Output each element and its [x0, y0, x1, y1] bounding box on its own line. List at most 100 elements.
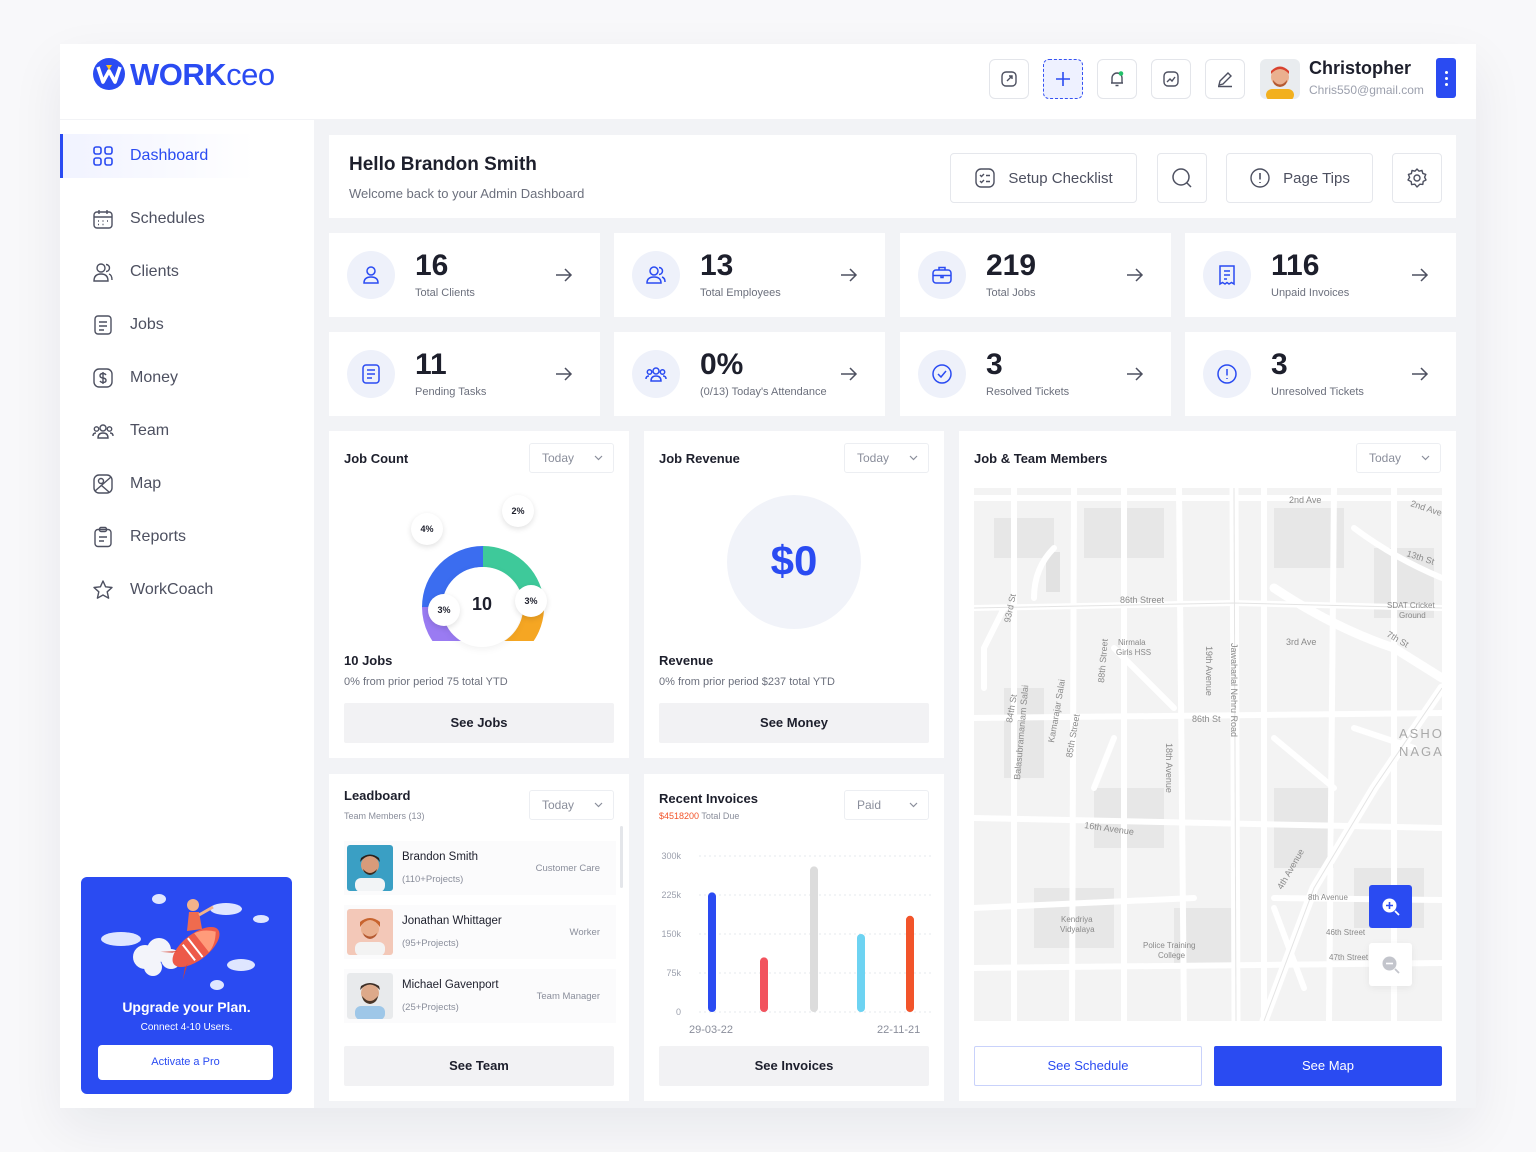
- team-icon: [92, 424, 114, 439]
- stat-card-pending-tasks[interactable]: 11 Pending Tasks: [329, 332, 600, 416]
- sidebar-item-clients[interactable]: Clients: [60, 250, 314, 294]
- user-icon: [347, 251, 395, 299]
- stat-value: 11: [415, 348, 447, 381]
- see-money-button[interactable]: See Money: [659, 703, 929, 743]
- invoices-filter-dropdown[interactable]: Paid: [844, 790, 929, 820]
- stat-label: Resolved Tickets: [986, 386, 1070, 398]
- alert-icon: [1203, 350, 1251, 398]
- chart-bar[interactable]: [810, 866, 818, 1012]
- stat-value: 219: [986, 249, 1037, 282]
- sidebar-item-workcoach[interactable]: WorkCoach: [60, 568, 314, 612]
- notifications-button[interactable]: [1097, 59, 1137, 99]
- bell-icon: [1111, 71, 1124, 87]
- avatar: [347, 845, 393, 891]
- map-label: 19th Avenue: [1204, 646, 1214, 696]
- see-jobs-button[interactable]: See Jobs: [344, 703, 614, 743]
- stat-card-unresolved-tickets[interactable]: 3 Unresolved Tickets: [1185, 332, 1456, 416]
- list-item[interactable]: Jonathan Whittager (95+Projects) Worker: [344, 905, 616, 959]
- chart-bar[interactable]: [906, 915, 914, 1012]
- revenue-circle: [727, 495, 861, 629]
- see-invoices-button[interactable]: See Invoices: [659, 1046, 929, 1086]
- stat-card-total-clients[interactable]: 16 Total Clients: [329, 233, 600, 317]
- map-label: SDAT Cricket: [1387, 601, 1435, 610]
- logo-text: WORKceo: [130, 56, 275, 92]
- settings-button[interactable]: [1392, 153, 1442, 203]
- chart-bar[interactable]: [760, 957, 768, 1012]
- sidebar-item-reports[interactable]: Reports: [60, 515, 314, 559]
- stat-value: 116: [1271, 249, 1320, 282]
- dropdown-value: Today: [857, 451, 890, 465]
- add-button[interactable]: [1043, 59, 1083, 99]
- tasks-icon: [347, 350, 395, 398]
- map-label: 46th Street: [1326, 928, 1366, 937]
- gear-icon: [1407, 168, 1427, 188]
- card-title: Job Count: [344, 451, 409, 466]
- sidebar-item-dashboard[interactable]: Dashboard: [60, 134, 255, 178]
- avatar: [347, 909, 393, 955]
- card-title: Leadboard: [344, 788, 411, 803]
- sidebar-item-money[interactable]: Money: [60, 356, 314, 400]
- avatar[interactable]: [1260, 59, 1300, 99]
- see-team-button[interactable]: See Team: [344, 1046, 614, 1086]
- sidebar-item-jobs[interactable]: Jobs: [60, 303, 314, 347]
- page-title: Hello Brandon Smith: [349, 154, 537, 175]
- map-view[interactable]: 2nd Ave 2nd Ave 13th St 86th Street SDAT…: [974, 488, 1442, 1021]
- sidebar-item-team[interactable]: Team: [60, 409, 314, 453]
- list-item[interactable]: Brandon Smith (110+Projects) Customer Ca…: [344, 841, 616, 895]
- star-icon: [93, 580, 113, 599]
- setup-checklist-button[interactable]: Setup Checklist: [950, 153, 1137, 203]
- member-role: Customer Care: [535, 863, 600, 874]
- dropdown-value: Paid: [857, 798, 882, 812]
- stat-card-resolved-tickets[interactable]: 3 Resolved Tickets: [900, 332, 1171, 416]
- activate-pro-button[interactable]: Activate a Pro: [98, 1045, 273, 1080]
- clipboard-icon: [94, 526, 112, 548]
- map-label: 47th Street: [1329, 953, 1369, 962]
- arrow-right-icon: [1127, 268, 1144, 282]
- zoom-in-button[interactable]: [1369, 885, 1412, 928]
- stat-card-attendance[interactable]: 0% (0/13) Today's Attendance: [614, 332, 885, 416]
- rocket-illustration: [101, 894, 269, 990]
- sidebar-item-schedules[interactable]: Schedules: [60, 197, 314, 241]
- list-item[interactable]: Michael Gavenport (25+Projects) Team Man…: [344, 969, 616, 1023]
- sidebar-item-label: Reports: [130, 528, 187, 545]
- sidebar-item-map[interactable]: Map: [60, 462, 314, 506]
- check-icon: [918, 350, 966, 398]
- stat-label: Unpaid Invoices: [1271, 287, 1350, 299]
- edit-button[interactable]: [1205, 59, 1245, 99]
- see-map-button[interactable]: See Map: [1214, 1046, 1442, 1086]
- analytics-button[interactable]: [1151, 59, 1191, 99]
- stat-card-unpaid-invoices[interactable]: 116 Unpaid Invoices: [1185, 233, 1456, 317]
- stat-value: 0%: [700, 348, 744, 381]
- job-revenue-filter-dropdown[interactable]: Today: [844, 443, 929, 473]
- zoom-out-button[interactable]: [1369, 943, 1412, 986]
- stat-label: Pending Tasks: [415, 386, 487, 398]
- search-button[interactable]: [1157, 153, 1207, 203]
- total-due: $4518200 Total Due: [659, 811, 739, 821]
- see-schedule-button[interactable]: See Schedule: [974, 1046, 1202, 1086]
- stat-label: Total Jobs: [986, 287, 1036, 299]
- x-tick-label: 22-11-21: [877, 1024, 920, 1034]
- map-label: Girls HSS: [1116, 648, 1151, 657]
- chevron-down-icon: [594, 802, 603, 808]
- donut-segment-blue: [422, 546, 483, 607]
- page-tips-button[interactable]: Page Tips: [1226, 153, 1373, 203]
- leaderboard-filter-dropdown[interactable]: Today: [529, 790, 614, 820]
- more-menu-button[interactable]: [1436, 58, 1456, 98]
- stat-value: 13: [700, 249, 734, 282]
- chart-bar[interactable]: [857, 934, 865, 1012]
- job-count-filter-dropdown[interactable]: Today: [529, 443, 614, 473]
- expand-button[interactable]: [989, 59, 1029, 99]
- stat-card-total-jobs[interactable]: 219 Total Jobs: [900, 233, 1171, 317]
- stat-card-total-employees[interactable]: 13 Total Employees: [614, 233, 885, 317]
- zoom-in-icon: [1382, 898, 1400, 916]
- chart-bar[interactable]: [708, 892, 716, 1012]
- scrollbar[interactable]: [620, 826, 623, 888]
- donut-label: 3%: [515, 585, 547, 617]
- briefcase-icon: [918, 251, 966, 299]
- sidebar-item-label: Money: [130, 369, 179, 386]
- logo[interactable]: WORKceo: [92, 56, 275, 92]
- invoice-bar-chart: 300k 225k 150k 75k 0 29-03-22 22-11-21: [661, 851, 934, 1034]
- map-label: Vidyalaya: [1060, 925, 1095, 934]
- grid-icon: [93, 146, 113, 166]
- map-filter-dropdown[interactable]: Today: [1356, 443, 1441, 473]
